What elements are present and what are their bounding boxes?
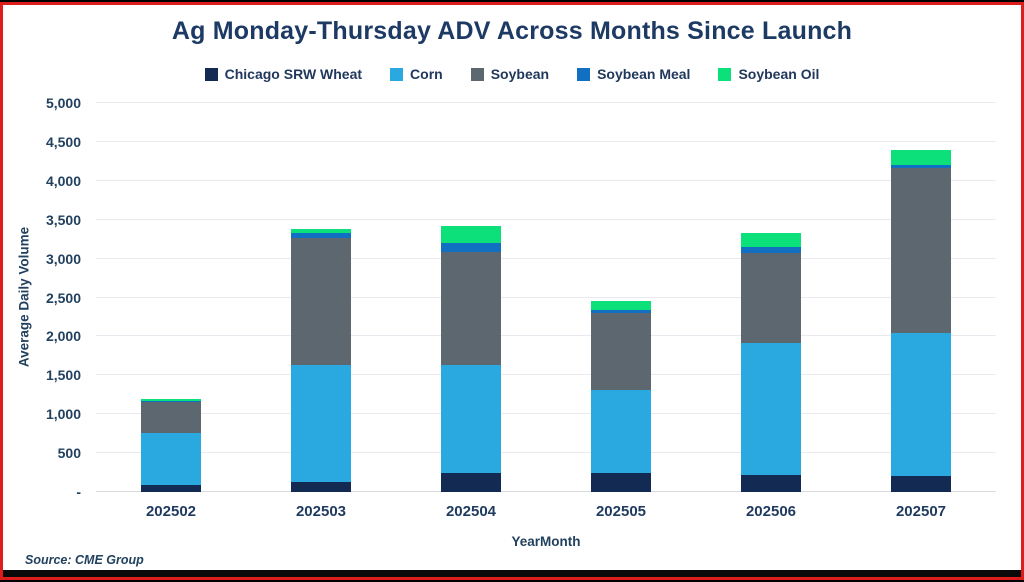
legend-label: Soybean Meal [597,66,691,82]
bar-segment-soybean-meal [591,309,651,314]
stacked-bar-202503 [291,229,351,492]
y-tick-label: 4,500 [45,133,81,150]
x-tick-label-202507: 202507 [895,503,947,520]
legend-swatch-corn [390,67,404,81]
bar-segment-soybean-oil [891,150,951,165]
x-axis-baseline [96,491,996,492]
bar-segment-chicago-srw-wheat [141,485,201,492]
gridline [96,413,996,415]
y-tick-label: 2,000 [45,328,81,345]
bar-segment-soybean-meal [891,164,951,169]
y-tick-label: 1,500 [45,367,81,384]
gridline [96,452,996,454]
bar-segment-chicago-srw-wheat [441,473,501,492]
bar-segment-chicago-srw-wheat [891,476,951,492]
bar-segment-soybean [291,238,351,366]
x-tick-label-202505: 202505 [595,503,647,520]
legend-item-soybean-oil: Soybean Oil [718,66,819,82]
bar-segment-chicago-srw-wheat [591,473,651,492]
bar-slot-202507 [846,103,996,492]
bar-segment-chicago-srw-wheat [291,481,351,492]
bar-segment-corn [591,390,651,474]
plot-area [96,102,996,492]
bar-segment-soybean [591,313,651,391]
bar-slot-202502 [96,103,246,492]
legend-swatch-soybean [470,67,484,81]
bar-segment-soybean-oil [741,232,801,247]
legend-label: Corn [410,66,443,82]
bar-slot-202503 [246,103,396,492]
y-tick-label: 2,500 [45,289,81,306]
bar-segment-soybean-oil [591,301,651,310]
legend-swatch-soybean-oil [718,67,732,81]
stacked-bar-202506 [741,232,801,492]
bar-segment-corn [741,342,801,475]
legend-item-soybean-meal: Soybean Meal [577,66,690,82]
bar-segment-chicago-srw-wheat [741,474,801,492]
stacked-bar-202504 [441,226,501,492]
bar-segment-soybean-meal [141,401,201,402]
legend-label: Chicago SRW Wheat [224,66,363,82]
bar-slots [96,103,996,492]
bar-segment-soybean-meal [291,232,351,239]
bar-slot-202506 [696,103,846,492]
y-tick-label: - [76,484,81,500]
chart-title: Ag Monday-Thursday ADV Across Months Sin… [171,17,853,45]
bar-segment-soybean [741,253,801,343]
gridline [96,218,996,220]
legend-swatch-soybean-meal [577,67,591,81]
legend-swatch-chicago-srw-wheat [204,67,218,81]
y-tick-label: 500 [57,445,81,462]
bar-slot-202504 [396,103,546,492]
x-tick-label-202503: 202503 [295,503,347,520]
bar-segment-soybean [141,401,201,434]
legend-item-chicago-srw-wheat: Chicago SRW Wheat [204,66,363,82]
legend: Chicago SRW Wheat Corn Soybean Soybean Meal… [3,66,1021,82]
x-tick-label-202506: 202506 [745,503,797,520]
y-axis-ticks: - 500 1,000 1,500 2,000 2,500 3,000 3,500 4,000 4… [29,95,81,500]
x-tick-label-202502: 202502 [145,503,197,520]
bar-segment-soybean-meal [441,243,501,252]
y-tick-label: 3,000 [45,250,81,267]
x-tick-label-202504: 202504 [445,503,497,520]
x-axis-title: YearMonth [511,534,581,549]
gridline [96,257,996,259]
stacked-bar-202502 [141,398,201,492]
bar-segment-soybean-oil [141,398,201,401]
gridline [96,335,996,337]
source-note: Source: CME Group [25,553,144,567]
legend-label: Soybean Oil [738,66,820,82]
y-tick-label: 5,000 [45,95,81,111]
bar-segment-corn [291,365,351,482]
gridline [96,140,996,142]
gridline [96,296,996,298]
stacked-bar-202505 [591,301,651,492]
y-tick-label: 3,500 [45,211,81,228]
stacked-bar-202507 [891,150,951,492]
legend-item-soybean: Soybean [470,66,550,82]
bar-segment-soybean-oil [441,226,501,244]
legend-item-corn: Corn [390,66,443,82]
y-tick-label: 1,000 [45,406,81,423]
gridline [96,102,996,103]
bar-segment-corn [141,433,201,485]
bar-segment-soybean [891,168,951,334]
bar-segment-soybean [441,251,501,366]
gridline [96,374,996,376]
bottom-black-strip [3,570,1021,577]
y-tick-label: 4,000 [45,172,81,189]
bar-slot-202505 [546,103,696,492]
gridline [96,179,996,181]
legend-label: Soybean [490,66,550,82]
x-axis-labels: 202502 202503 202504 202505 202506 202507 [96,503,996,520]
bar-segment-soybean-oil [291,229,351,233]
bar-segment-corn [891,333,951,477]
bar-segment-soybean-meal [741,246,801,254]
bar-segment-corn [441,365,501,474]
